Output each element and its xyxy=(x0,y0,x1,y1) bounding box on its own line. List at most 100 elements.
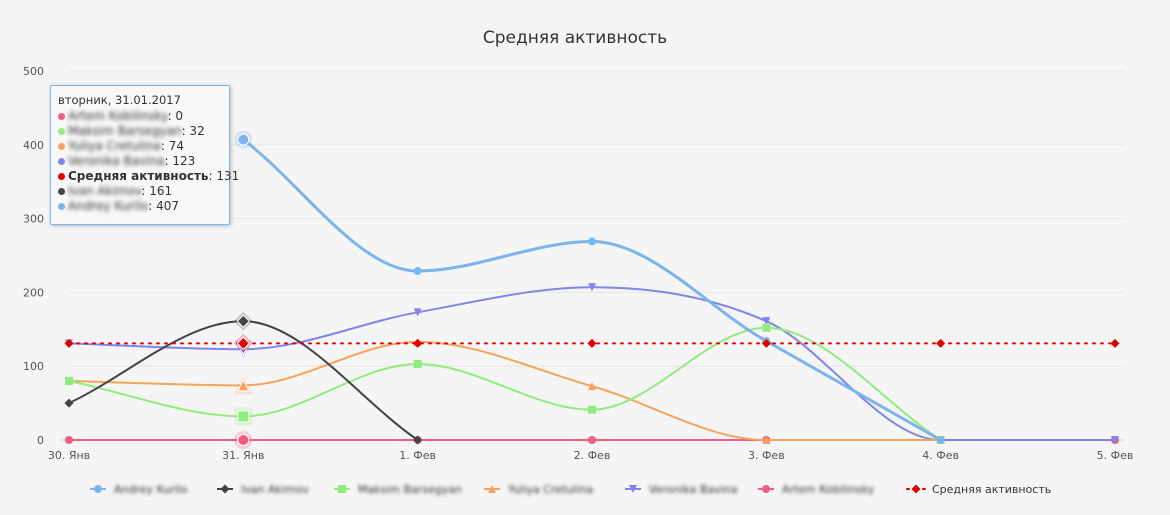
legend: Andrey Kurilo Ivan Akimov Maksim Barsegyan… xyxy=(90,483,1051,496)
legend-marker xyxy=(338,485,346,493)
tooltip-value: : 123 xyxy=(164,154,196,168)
tooltip-row: Yuliya Cretulina: 74 xyxy=(58,139,222,154)
tooltip-dot xyxy=(58,128,65,135)
data-point xyxy=(761,338,771,348)
data-point xyxy=(413,435,423,445)
data-point xyxy=(588,436,596,444)
data-point xyxy=(64,338,74,348)
tooltip-value: : 131 xyxy=(208,169,240,183)
tooltip-dot xyxy=(58,113,65,120)
data-point xyxy=(413,308,422,317)
data-point xyxy=(762,436,771,444)
data-point xyxy=(1110,338,1120,348)
legend-marker xyxy=(94,485,102,493)
tooltip-series-name: Ivan Akimov xyxy=(68,184,142,198)
series-line xyxy=(68,286,1115,442)
legend-marker xyxy=(629,485,637,493)
series-area xyxy=(64,130,1120,449)
tooltip-series-name: Yuliya Cretulina xyxy=(68,139,161,153)
legend-marker xyxy=(911,484,921,494)
data-point xyxy=(936,338,946,348)
series-4 xyxy=(65,283,1119,444)
data-point xyxy=(237,410,250,423)
data-point xyxy=(588,283,596,292)
y-tick-label: 100 xyxy=(23,360,44,373)
legend-marker xyxy=(762,485,770,493)
data-point xyxy=(588,237,596,246)
x-tick-label: 3. Фев xyxy=(748,449,785,462)
tooltip-value: : 161 xyxy=(141,184,173,198)
tooltip-row: Artem Kobilinsky: 0 xyxy=(58,109,222,124)
legend-item: Andrey Kurilo xyxy=(90,483,188,496)
tooltip-series-name: Maksim Barsegyan xyxy=(68,124,182,138)
tooltip-series-name: Andrey Kurilo xyxy=(68,199,149,213)
x-tick-label: 31. Янв xyxy=(222,449,264,462)
legend-label: Yuliya Cretulina xyxy=(507,483,593,496)
series-line xyxy=(68,340,941,442)
legend-label: Средняя активность xyxy=(932,483,1051,496)
legend-item: Ivan Akimov xyxy=(217,483,309,496)
data-point xyxy=(65,376,73,385)
data-point xyxy=(413,359,422,368)
x-tick-label: 4. Фев xyxy=(922,449,959,462)
y-tick-label: 0 xyxy=(37,434,44,447)
tooltip-dot xyxy=(58,158,65,165)
tooltip-header: вторник, 31.01.2017 xyxy=(58,93,181,107)
legend-label: Maksim Barsegyan xyxy=(358,483,462,496)
legend-item: Artem Kobilinsky xyxy=(758,483,875,496)
legend-marker xyxy=(220,484,230,494)
legend-label: Ivan Akimov xyxy=(241,483,309,496)
legend-marker xyxy=(488,485,496,493)
tooltip-dot xyxy=(58,188,65,195)
series-6 xyxy=(64,333,1120,353)
y-tick-label: 300 xyxy=(23,213,44,226)
legend-item: Maksim Barsegyan xyxy=(334,483,462,496)
data-point xyxy=(236,314,251,328)
y-tick-label: 400 xyxy=(23,139,44,152)
data-point xyxy=(237,434,250,446)
x-tick-label: 1. Фев xyxy=(399,449,436,462)
x-tick-label: 30. Янв xyxy=(48,449,90,462)
tooltip-dot xyxy=(58,203,65,210)
data-point xyxy=(1111,436,1119,444)
data-point xyxy=(588,405,596,414)
legend-label: Artem Kobilinsky xyxy=(782,483,875,496)
tooltip-series-name: Veronika Bavina xyxy=(68,154,165,168)
tooltip-value: : 74 xyxy=(160,139,185,153)
data-point xyxy=(237,133,250,146)
y-tick-label: 500 xyxy=(23,65,44,78)
legend-item: Yuliya Cretulina xyxy=(484,483,593,496)
x-tick-label: 5. Фев xyxy=(1097,449,1134,462)
y-tick-label: 200 xyxy=(23,286,44,299)
data-point xyxy=(237,378,250,392)
data-point xyxy=(587,338,597,348)
tooltip-rows: Artem Kobilinsky: 0 Maksim Barsegyan: 32 Y… xyxy=(58,109,239,214)
tooltip-value: : 32 xyxy=(181,124,205,138)
tooltip-row: Veronika Bavina: 123 xyxy=(58,154,222,169)
chart-title: Средняя активность xyxy=(483,28,667,48)
data-point xyxy=(65,436,73,444)
series-line xyxy=(68,326,942,441)
tooltip-dot xyxy=(58,143,65,150)
data-point xyxy=(762,323,771,332)
tooltip-row: Maksim Barsegyan: 32 xyxy=(58,124,222,139)
tooltip-dot xyxy=(58,173,65,180)
series-2 xyxy=(65,323,945,444)
tooltip-series-name: Средняя активность xyxy=(68,169,209,183)
series-0 xyxy=(234,130,945,444)
legend-label: Veronika Bavina xyxy=(649,483,737,496)
data-point xyxy=(64,398,74,408)
tooltip-value: : 407 xyxy=(148,199,179,213)
tooltip-row: Andrey Kurilo: 407 xyxy=(58,199,222,214)
x-tick-label: 2. Фев xyxy=(574,449,611,462)
legend-item: Veronika Bavina xyxy=(625,483,737,496)
data-point xyxy=(762,317,771,326)
data-point xyxy=(936,436,945,444)
data-point xyxy=(413,266,422,275)
data-point xyxy=(236,336,251,351)
tooltip-series-name: Artem Kobilinsky xyxy=(68,109,168,123)
tooltip-row: Ivan Akimov: 161 xyxy=(58,184,222,199)
